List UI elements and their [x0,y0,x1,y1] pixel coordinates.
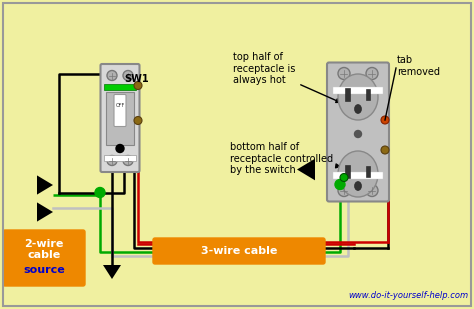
Text: 2-wire: 2-wire [24,239,64,249]
Bar [104,83,136,90]
Text: cable: cable [27,250,61,260]
Circle shape [338,184,350,197]
Circle shape [107,155,117,166]
Ellipse shape [338,151,378,197]
Bar [366,89,370,100]
Circle shape [134,116,142,125]
Circle shape [107,70,117,81]
Ellipse shape [355,104,362,113]
FancyBboxPatch shape [3,230,85,286]
Ellipse shape [338,74,378,120]
Polygon shape [103,265,121,279]
Ellipse shape [355,181,362,191]
Circle shape [381,116,389,124]
Circle shape [116,145,124,153]
Circle shape [340,173,348,181]
Text: 3-wire cable: 3-wire cable [201,246,277,256]
Text: bottom half of
receptacle controlled
by the switch: bottom half of receptacle controlled by … [230,142,340,175]
Bar [106,91,134,145]
Text: SW1: SW1 [124,74,149,84]
Polygon shape [37,202,53,222]
Bar [345,165,350,178]
Bar [345,88,350,101]
Circle shape [366,67,378,79]
Bar [366,166,370,177]
Text: source: source [23,265,65,275]
FancyBboxPatch shape [100,64,139,172]
Bar [104,154,136,160]
Polygon shape [297,159,315,180]
Text: top half of
receptacle is
always hot: top half of receptacle is always hot [233,52,340,103]
Circle shape [355,130,362,138]
FancyBboxPatch shape [114,95,126,126]
Text: OFF: OFF [115,103,125,108]
FancyBboxPatch shape [327,62,389,201]
Circle shape [335,180,345,189]
Circle shape [95,188,105,197]
Text: www.do-it-yourself-help.com: www.do-it-yourself-help.com [348,291,468,300]
Bar [333,87,383,94]
Circle shape [123,70,133,81]
Circle shape [134,82,142,90]
Circle shape [366,184,378,197]
Circle shape [123,155,133,166]
Circle shape [381,146,389,154]
FancyBboxPatch shape [153,238,325,264]
Bar [333,171,383,179]
Text: tab
removed: tab removed [397,55,440,77]
Circle shape [338,67,350,79]
Polygon shape [37,176,53,195]
